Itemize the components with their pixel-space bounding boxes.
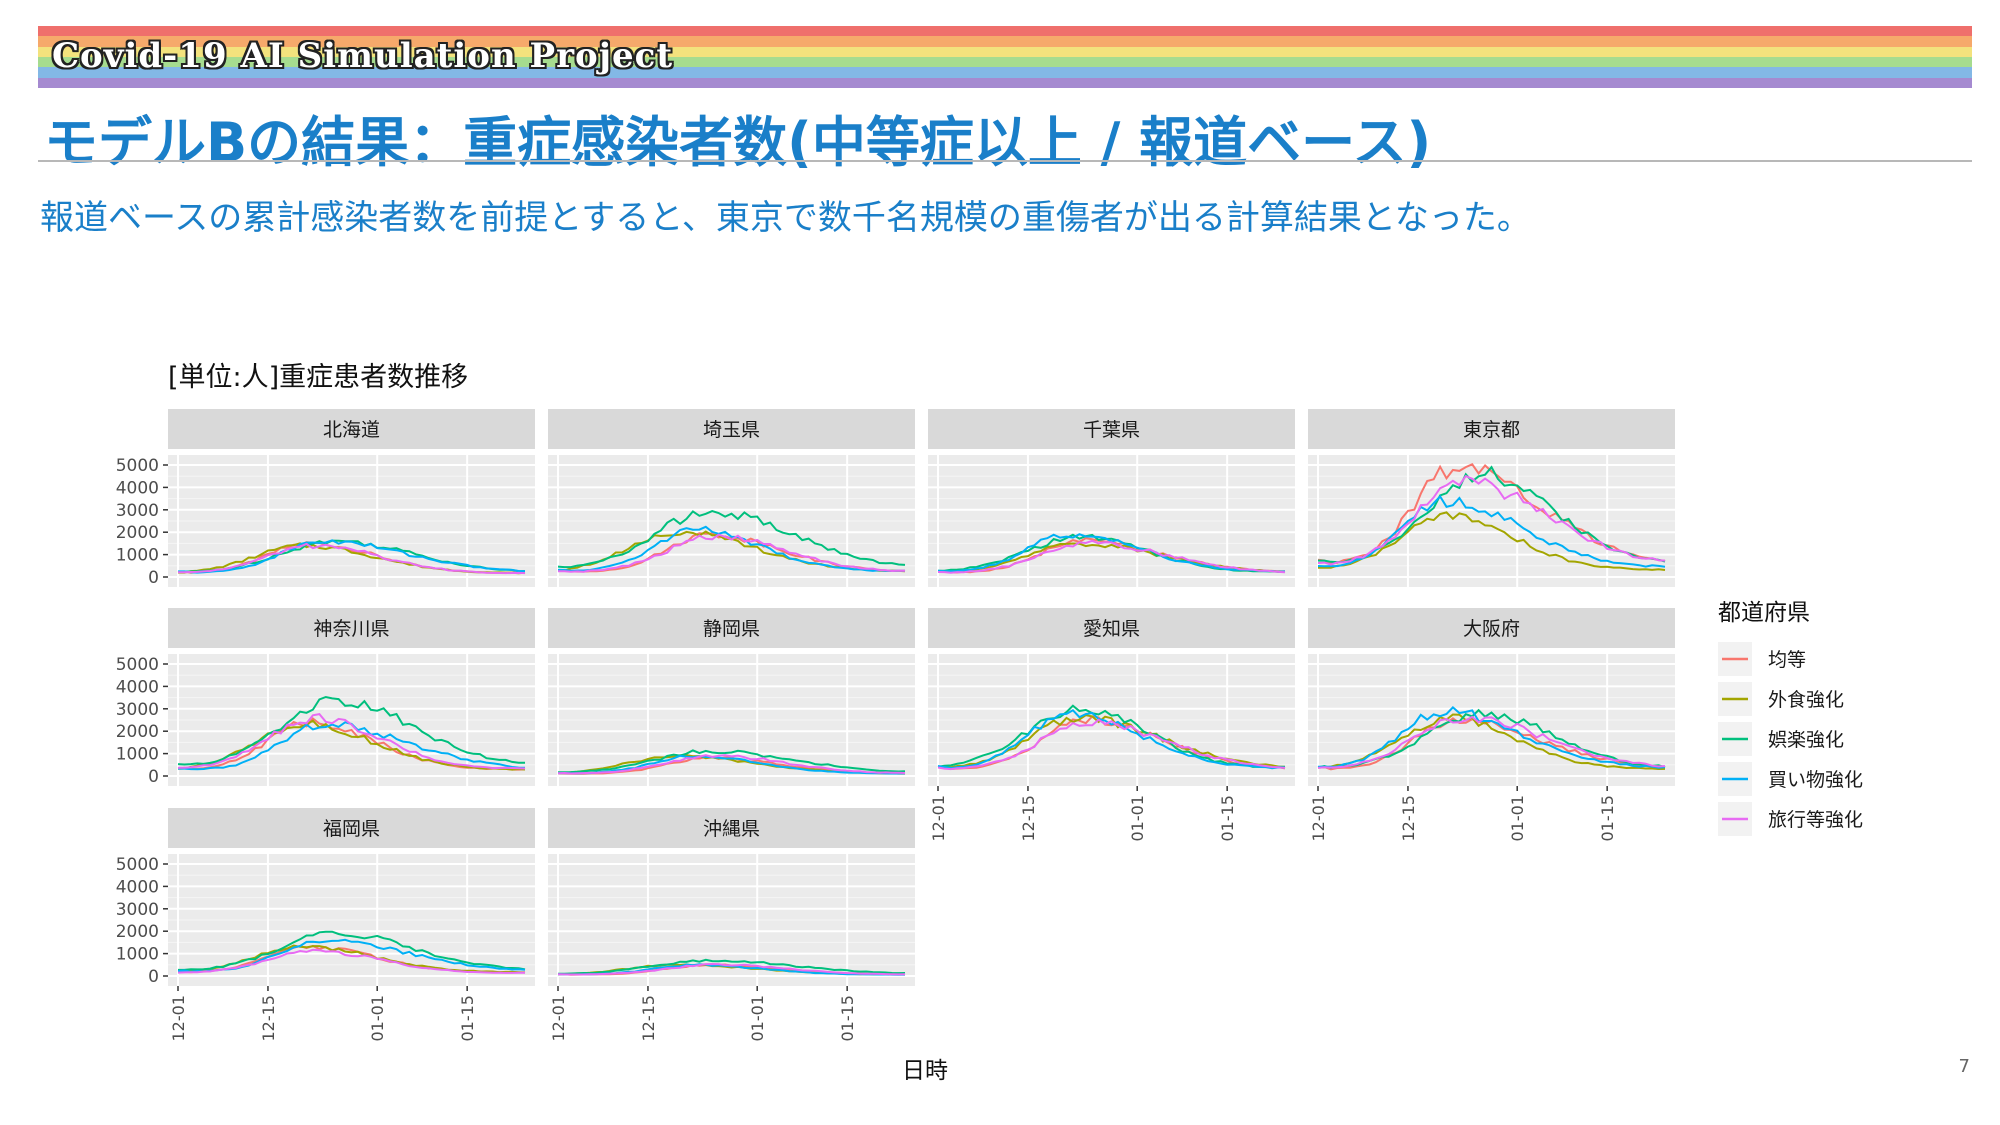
panel-1-ytick-label: 1000 xyxy=(116,546,159,566)
legend-label-3: 娯楽強化 xyxy=(1768,729,1844,751)
panel-1-ytick-label: 0 xyxy=(148,568,159,588)
panel-9-series-5 xyxy=(177,948,526,974)
panel-9-xtick-label: 12-01 xyxy=(169,995,188,1042)
panel-9-xtick-label: 01-01 xyxy=(368,995,387,1042)
panel-5-ytick-label: 3000 xyxy=(116,700,159,720)
panel-10-xtick-label: 01-01 xyxy=(748,995,767,1042)
legend-label-4: 買い物強化 xyxy=(1768,769,1863,791)
panel-10-label: 沖縄県 xyxy=(703,818,760,840)
panel-9-strip xyxy=(168,808,535,848)
panel-1-series-4 xyxy=(178,539,526,574)
panel-6-strip xyxy=(548,608,915,648)
panel-8-xtick-label: 01-15 xyxy=(1598,795,1617,842)
panel-10-series-3 xyxy=(558,958,906,975)
panel-4-label: 東京都 xyxy=(1463,419,1520,441)
panel-8-label: 大阪府 xyxy=(1463,618,1520,640)
panel-6-series-4 xyxy=(558,754,906,775)
panel-5-series-5 xyxy=(178,713,526,770)
panel-5-strip xyxy=(168,608,535,648)
panel-9-series-3 xyxy=(178,930,526,971)
chart-title: [単位:人]重症患者数推移 xyxy=(168,362,468,393)
panel-3-label: 千葉県 xyxy=(1083,419,1140,441)
panel-5-series-2 xyxy=(177,719,526,771)
panel-7-series-4 xyxy=(937,708,1286,770)
panel-8-xtick-label: 12-15 xyxy=(1399,795,1418,842)
legend-label-1: 均等 xyxy=(1768,649,1806,671)
page-subtitle: 報道ベースの累計感染者数を前提とすると、東京で数千名規模の重傷者が出る計算結果と… xyxy=(40,198,1531,238)
panel-5-ytick-label: 1000 xyxy=(116,745,159,765)
panel-8-series-4 xyxy=(1317,706,1666,769)
panel-6-series-3 xyxy=(558,749,906,774)
panel-4-series-2 xyxy=(1318,511,1666,571)
panel-2-series-4 xyxy=(557,525,906,572)
panel-7-xtick-label: 12-01 xyxy=(929,795,948,842)
panel-5-label: 神奈川県 xyxy=(313,618,389,640)
panel-8-series-5 xyxy=(1317,715,1666,769)
panel-1-ytick-label: 4000 xyxy=(116,478,159,498)
panel-7-strip xyxy=(928,608,1295,648)
x-axis-title: 日時 xyxy=(902,1058,948,1084)
panel-5-ytick-label: 2000 xyxy=(116,722,159,742)
panel-7-series-3 xyxy=(937,704,1286,769)
panel-8-xtick-label: 12-01 xyxy=(1309,795,1328,842)
legend-label-2: 外食強化 xyxy=(1768,689,1844,711)
panel-9-ytick-label: 3000 xyxy=(116,900,159,920)
panel-4-series-4 xyxy=(1317,494,1666,568)
panel-3-series-4 xyxy=(937,533,1286,573)
panel-1-ytick-label: 5000 xyxy=(116,456,159,476)
panel-1-label: 北海道 xyxy=(323,419,380,441)
panel-3-strip xyxy=(928,409,1295,449)
panel-4-strip xyxy=(1308,409,1675,449)
panel-5-ytick-label: 4000 xyxy=(116,677,159,697)
panel-7-series-5 xyxy=(937,718,1286,771)
panel-7-label: 愛知県 xyxy=(1083,618,1140,640)
panel-8-series-2 xyxy=(1317,713,1666,771)
panel-2-series-5 xyxy=(558,533,906,573)
panel-1-series-5 xyxy=(177,542,526,575)
panel-9-ytick-label: 4000 xyxy=(116,877,159,897)
panel-9-xtick-label: 01-15 xyxy=(458,995,477,1042)
panel-1-strip xyxy=(168,409,535,449)
panel-9-ytick-label: 2000 xyxy=(116,922,159,942)
panel-5-ytick-label: 5000 xyxy=(116,655,159,675)
legend-title: 都道府県 xyxy=(1718,600,1810,626)
legend-label-5: 旅行等強化 xyxy=(1768,809,1863,831)
panel-10-series-5 xyxy=(557,962,906,976)
panel-7-xtick-label: 01-01 xyxy=(1128,795,1147,842)
panel-4-series-5 xyxy=(1317,474,1666,566)
panel-2-strip xyxy=(548,409,915,449)
panel-8-xtick-label: 01-01 xyxy=(1508,795,1527,842)
panel-9-ytick-label: 5000 xyxy=(116,855,159,875)
rainbow-banner xyxy=(38,26,1972,88)
panel-1-ytick-label: 3000 xyxy=(116,501,159,521)
panel-9-ytick-label: 1000 xyxy=(116,945,159,965)
panel-10-strip xyxy=(548,808,915,848)
panel-9-xtick-label: 12-15 xyxy=(259,995,278,1042)
panel-9-ytick-label: 0 xyxy=(148,967,159,987)
panel-9-label: 福岡県 xyxy=(323,818,380,840)
panel-10-xtick-label: 12-15 xyxy=(639,995,658,1042)
page-title: モデルBの結果：重症感染者数(中等症以上 / 報道ベース) xyxy=(44,111,1432,174)
panel-7-xtick-label: 12-15 xyxy=(1019,795,1038,842)
panel-10-xtick-label: 01-15 xyxy=(838,995,857,1042)
page-number: 7 xyxy=(1958,1056,1970,1077)
panel-3-series-5 xyxy=(937,539,1286,574)
panel-7-xtick-label: 01-15 xyxy=(1218,795,1237,842)
panel-5-ytick-label: 0 xyxy=(148,767,159,787)
panel-6-label: 静岡県 xyxy=(703,618,760,640)
panel-6-series-5 xyxy=(557,754,906,775)
panel-5-series-3 xyxy=(177,695,525,766)
panel-1-ytick-label: 2000 xyxy=(116,523,159,543)
panel-2-series-3 xyxy=(557,510,906,569)
panel-10-xtick-label: 12-01 xyxy=(549,995,568,1042)
panel-2-label: 埼玉県 xyxy=(703,419,760,441)
panel-8-strip xyxy=(1308,608,1675,648)
title-divider xyxy=(38,160,1972,162)
project-logo-text: Covid-19 AI Simulation Project xyxy=(52,36,674,76)
